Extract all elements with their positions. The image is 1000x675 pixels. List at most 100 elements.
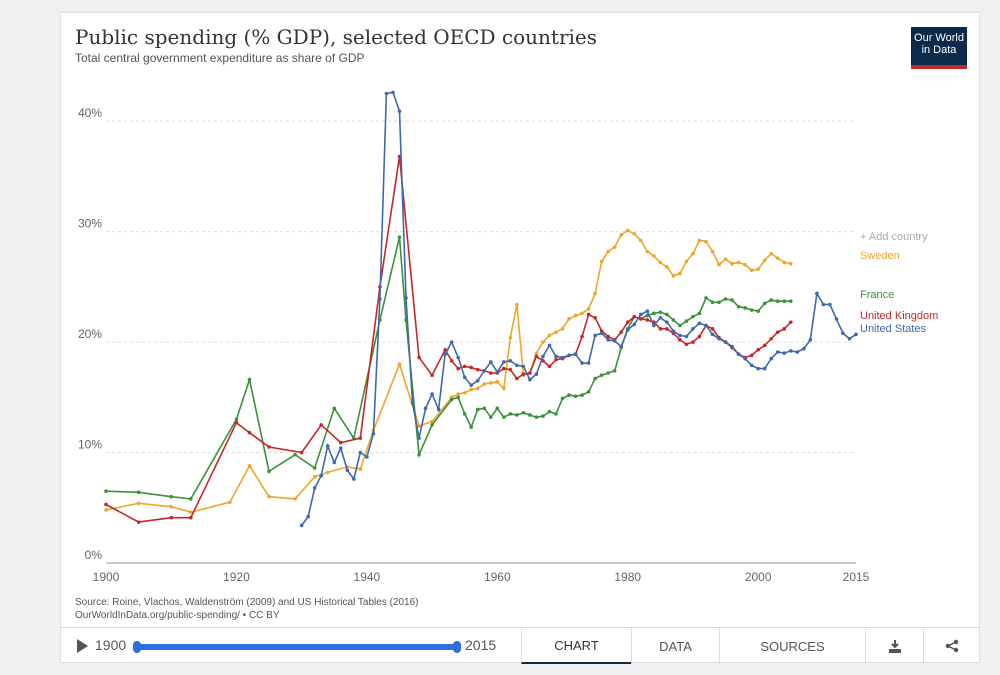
data-point <box>704 296 708 300</box>
data-point <box>808 338 813 342</box>
data-point <box>528 377 532 382</box>
data-point <box>462 412 467 416</box>
data-point <box>547 333 552 338</box>
tab-sources[interactable]: SOURCES <box>719 628 865 664</box>
data-point <box>743 262 747 267</box>
data-point <box>430 373 434 378</box>
data-point <box>769 298 774 302</box>
y-tick-label: 20% <box>78 327 102 341</box>
data-point <box>684 259 689 264</box>
data-point <box>267 445 271 449</box>
data-point <box>430 423 434 427</box>
data-point <box>482 382 487 386</box>
data-point <box>449 340 454 344</box>
data-point <box>338 440 343 445</box>
data-point <box>417 424 421 428</box>
data-point <box>749 268 754 273</box>
data-point <box>332 460 337 465</box>
data-point <box>325 470 330 475</box>
data-point <box>371 431 376 436</box>
data-point <box>580 393 584 397</box>
add-country-button[interactable]: + Add country <box>860 231 928 243</box>
data-point <box>665 327 669 331</box>
data-point <box>769 336 774 341</box>
data-point <box>502 360 506 364</box>
timeline-end-handle[interactable] <box>453 641 461 653</box>
data-point <box>547 409 552 414</box>
data-point <box>234 420 239 425</box>
data-point <box>404 296 408 300</box>
data-point <box>469 387 474 392</box>
data-point <box>638 317 643 321</box>
data-point <box>169 494 174 499</box>
data-point <box>658 310 663 315</box>
download-button[interactable] <box>865 628 923 664</box>
data-point <box>521 364 526 369</box>
data-point <box>625 228 630 233</box>
data-point <box>593 376 597 381</box>
data-point <box>358 467 363 471</box>
data-point <box>743 356 747 361</box>
data-point <box>456 395 460 400</box>
play-icon[interactable] <box>77 639 88 653</box>
data-point <box>665 320 669 324</box>
data-point <box>567 393 571 397</box>
data-point <box>632 314 637 319</box>
data-point <box>782 299 787 303</box>
data-point <box>762 343 767 348</box>
data-point <box>515 363 519 368</box>
data-point <box>593 333 597 338</box>
data-point <box>521 410 526 415</box>
data-point <box>475 367 480 372</box>
data-point <box>652 311 656 316</box>
data-point <box>632 322 637 327</box>
data-point <box>515 302 519 307</box>
data-point <box>586 389 591 394</box>
data-point <box>573 352 578 357</box>
tab-data[interactable]: DATA <box>631 628 719 664</box>
data-point <box>762 366 767 371</box>
data-point <box>756 366 760 371</box>
data-point <box>104 489 108 493</box>
license-text[interactable]: OurWorldInData.org/public-spending/ • CC… <box>75 610 280 621</box>
data-point <box>436 407 441 412</box>
data-point <box>554 412 558 416</box>
data-point <box>775 299 780 303</box>
timeline-slider[interactable] <box>133 641 461 653</box>
data-point <box>717 262 721 267</box>
data-point <box>749 363 754 368</box>
data-point <box>462 375 467 380</box>
owid-logo[interactable]: Our World in Data <box>911 27 967 69</box>
data-point <box>449 359 454 363</box>
data-point <box>638 312 643 317</box>
data-point <box>534 351 539 355</box>
data-point <box>697 311 702 316</box>
data-point <box>678 338 682 342</box>
data-point <box>704 323 708 328</box>
series-line <box>105 229 791 514</box>
data-point <box>704 239 708 244</box>
data-point <box>802 346 806 351</box>
data-point <box>632 232 637 236</box>
data-point <box>782 260 787 265</box>
data-point <box>554 357 558 362</box>
data-point <box>469 383 474 387</box>
data-point <box>756 309 760 313</box>
share-button[interactable] <box>923 628 979 664</box>
data-point <box>136 501 141 506</box>
data-point <box>730 298 734 302</box>
data-point <box>247 463 252 468</box>
data-point <box>365 455 369 459</box>
data-point <box>788 261 793 266</box>
data-point <box>612 339 617 343</box>
x-tick-label: 1920 <box>223 570 250 584</box>
data-point <box>469 365 474 370</box>
tab-chart[interactable]: CHART <box>521 628 631 664</box>
data-point <box>299 523 304 528</box>
data-point <box>136 490 141 495</box>
data-point <box>697 321 702 326</box>
timeline-start-handle[interactable] <box>133 641 141 653</box>
data-point <box>358 436 363 440</box>
data-point <box>756 348 760 352</box>
chart-controls: 1900 2015 CHART DATA SOURCES <box>61 627 979 664</box>
